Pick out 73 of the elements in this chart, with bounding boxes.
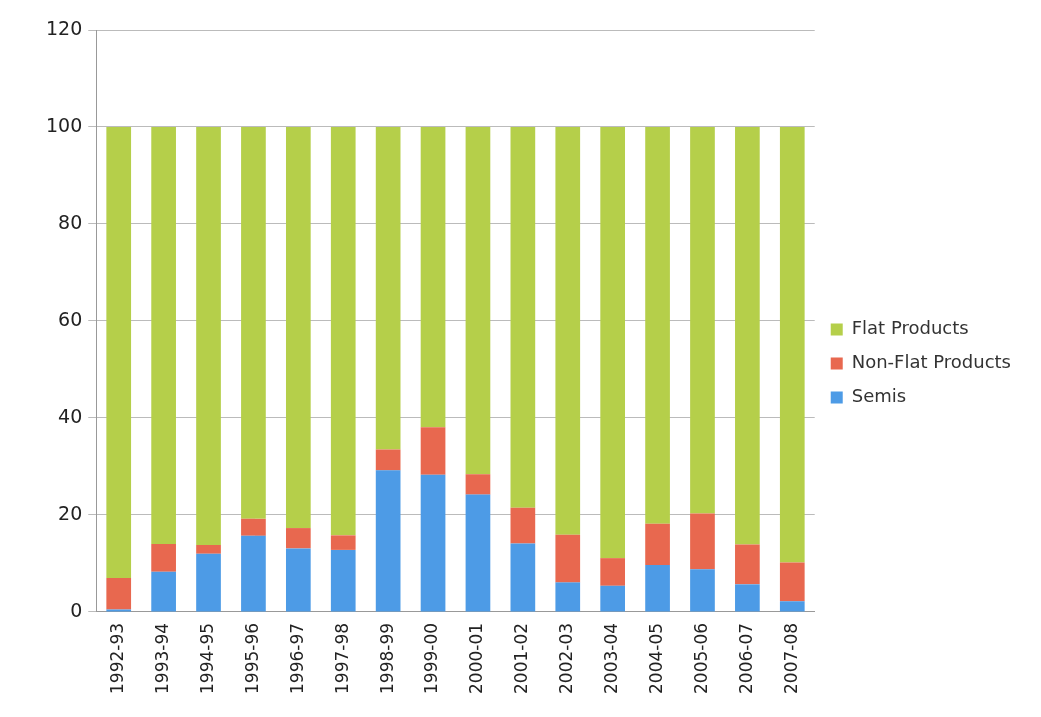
bar xyxy=(600,558,626,586)
bar xyxy=(690,513,715,570)
x-tick-label: 1995-96 xyxy=(241,622,262,694)
bar xyxy=(196,127,221,546)
y-tick-label: 100 xyxy=(46,113,83,136)
y-tick-label: 20 xyxy=(58,501,83,524)
x-tick-label: 2006-07 xyxy=(735,622,756,694)
bar xyxy=(645,523,670,565)
bar xyxy=(690,127,715,514)
bar xyxy=(241,127,266,519)
bar xyxy=(151,127,176,545)
bar xyxy=(465,494,491,612)
bar xyxy=(420,474,446,612)
bar xyxy=(555,582,581,612)
x-tick-label: 1992-93 xyxy=(107,622,128,694)
x-tick-label: 2000-01 xyxy=(466,622,487,694)
bar xyxy=(510,543,536,612)
x-tick-label: 1996-97 xyxy=(286,622,307,694)
bar xyxy=(285,127,311,529)
bar xyxy=(465,474,491,495)
x-tick-label: 1998-99 xyxy=(376,622,397,694)
legend-label: Non-Flat Products xyxy=(851,351,1012,373)
y-tick-label: 120 xyxy=(46,16,83,39)
x-tick-label: 2004-05 xyxy=(645,622,666,694)
bar xyxy=(196,553,221,612)
bar xyxy=(690,569,715,612)
bar xyxy=(151,571,176,612)
legend-label: Semis xyxy=(851,385,907,407)
bar xyxy=(735,584,760,612)
bar xyxy=(330,127,356,536)
bar xyxy=(375,127,401,450)
bar xyxy=(375,470,401,612)
y-tick-label: 0 xyxy=(70,598,83,621)
bar xyxy=(196,545,221,554)
bar xyxy=(465,127,491,475)
bar xyxy=(285,548,311,612)
bar xyxy=(779,601,805,612)
x-tick-label: 1994-95 xyxy=(196,622,217,694)
bar xyxy=(600,127,626,559)
bar xyxy=(555,127,581,535)
x-tick-label: 2002-03 xyxy=(556,622,577,694)
bar xyxy=(330,549,356,612)
bar xyxy=(241,535,266,612)
bar xyxy=(241,518,266,536)
bar xyxy=(779,562,805,602)
bar xyxy=(106,127,132,579)
bar xyxy=(420,427,446,475)
bar xyxy=(375,449,401,471)
bar xyxy=(330,535,356,550)
bar xyxy=(510,507,536,544)
y-tick-label: 60 xyxy=(58,307,83,330)
bar xyxy=(735,544,760,585)
legend-label: Flat Products xyxy=(851,317,969,339)
x-tick-label: 1999-00 xyxy=(421,622,442,694)
bar xyxy=(555,534,581,583)
bar xyxy=(779,127,805,563)
x-tick-label: 2003-04 xyxy=(601,622,622,694)
y-tick-label: 80 xyxy=(58,210,83,233)
bar xyxy=(645,127,670,524)
bar xyxy=(645,564,670,612)
x-tick-label: 1997-98 xyxy=(331,622,352,694)
bar xyxy=(285,528,311,549)
x-tick-label: 2005-06 xyxy=(690,622,711,694)
bar xyxy=(151,544,176,572)
x-tick-label: 2007-08 xyxy=(780,622,801,694)
x-tick-label: 1993-94 xyxy=(152,622,173,694)
bar xyxy=(420,127,446,428)
bar xyxy=(735,127,760,545)
bar xyxy=(510,127,536,508)
y-tick-label: 40 xyxy=(58,404,83,427)
bar xyxy=(106,578,132,610)
x-tick-label: 2001-02 xyxy=(511,622,532,694)
bar xyxy=(600,585,626,612)
